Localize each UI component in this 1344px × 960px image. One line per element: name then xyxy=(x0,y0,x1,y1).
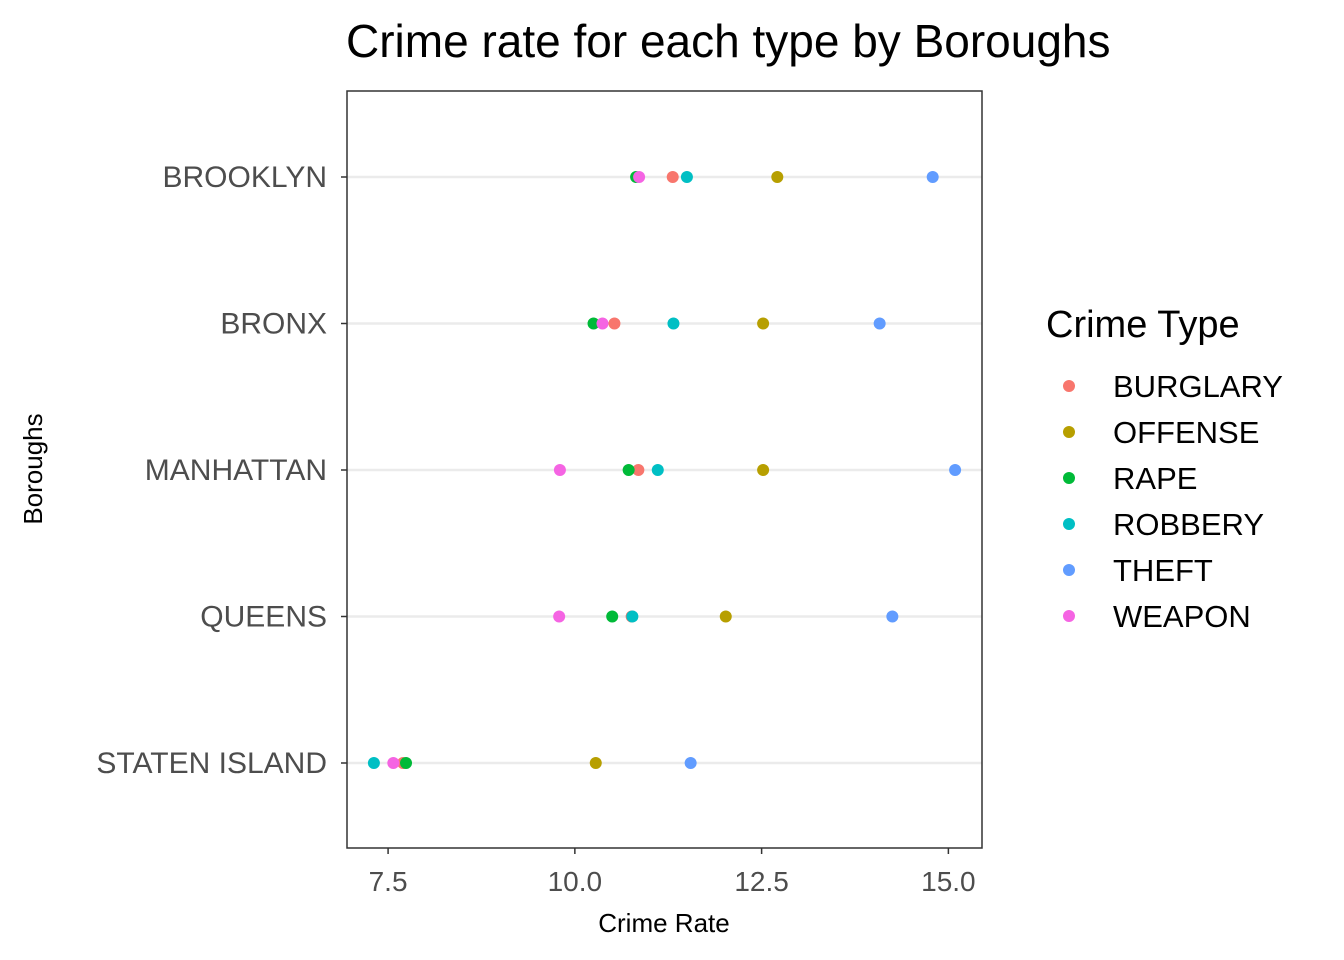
legend: Crime Type BURGLARY OFFENSE RAPE ROBBERY THE… xyxy=(1046,304,1283,634)
y-tick-label: QUEENS xyxy=(200,601,327,634)
y-axis-ticks: BROOKLYN BRONX MANHATTAN QUEENS STATEN ISLAN… xyxy=(96,161,347,780)
y-tick-label: BROOKLYN xyxy=(163,161,328,194)
point-rape-manhattan xyxy=(622,464,635,476)
legend-title: Crime Type xyxy=(1046,304,1240,346)
grid-lines xyxy=(347,175,982,765)
x-tick-label: 12.5 xyxy=(734,866,789,897)
point-burglary-bronx xyxy=(608,317,621,330)
x-axis-label: Crime Rate xyxy=(598,908,729,938)
legend-key-rape xyxy=(1063,472,1075,484)
legend-label-rape: RAPE xyxy=(1113,461,1197,496)
point-weapon-staten-island xyxy=(387,757,400,769)
point-theft-queens xyxy=(886,610,899,623)
legend-key-weapon xyxy=(1063,610,1075,622)
y-tick-label: BRONX xyxy=(220,308,327,341)
data-points xyxy=(367,171,962,769)
point-robbery-bronx xyxy=(667,317,680,330)
point-weapon-manhattan xyxy=(553,464,566,476)
x-tick-label: 15.0 xyxy=(921,866,976,897)
point-theft-staten-island xyxy=(684,757,697,769)
legend-label-weapon: WEAPON xyxy=(1113,599,1251,634)
point-weapon-brooklyn xyxy=(633,171,646,183)
point-burglary-brooklyn xyxy=(666,171,679,183)
point-offense-manhattan xyxy=(757,464,770,476)
legend-label-robbery: ROBBERY xyxy=(1113,507,1264,542)
point-robbery-queens xyxy=(626,610,639,623)
x-tick-label: 10.0 xyxy=(548,866,603,897)
point-rape-queens xyxy=(606,610,619,623)
legend-key-theft xyxy=(1063,564,1075,576)
point-offense-queens xyxy=(719,610,732,623)
x-axis-ticks: 7.5 10.0 12.5 15.0 xyxy=(369,848,976,897)
y-tick-label: STATEN ISLAND xyxy=(96,747,327,780)
x-tick-label: 7.5 xyxy=(369,866,408,897)
point-rape-staten-island xyxy=(400,757,413,769)
point-offense-bronx xyxy=(757,317,770,330)
legend-label-offense: OFFENSE xyxy=(1113,415,1259,450)
legend-label-theft: THEFT xyxy=(1113,553,1213,588)
point-robbery-brooklyn xyxy=(680,171,693,183)
point-robbery-staten-island xyxy=(367,757,380,769)
point-rape-bronx xyxy=(587,317,600,330)
point-offense-brooklyn xyxy=(771,171,784,183)
point-offense-staten-island xyxy=(589,757,602,769)
point-weapon-bronx xyxy=(596,317,609,330)
point-theft-brooklyn xyxy=(926,171,939,183)
point-theft-bronx xyxy=(873,317,886,330)
y-axis-label: Boroughs xyxy=(18,413,48,524)
chart-title: Crime rate for each type by Boroughs xyxy=(346,15,1110,67)
legend-key-robbery xyxy=(1063,518,1075,530)
point-burglary-manhattan xyxy=(632,464,645,476)
legend-key-offense xyxy=(1063,426,1075,438)
legend-key-burglary xyxy=(1063,380,1075,392)
point-weapon-queens xyxy=(553,610,566,623)
legend-label-burglary: BURGLARY xyxy=(1113,369,1283,404)
point-robbery-manhattan xyxy=(651,464,664,476)
y-tick-label: MANHATTAN xyxy=(145,454,327,487)
point-theft-manhattan xyxy=(949,464,962,476)
